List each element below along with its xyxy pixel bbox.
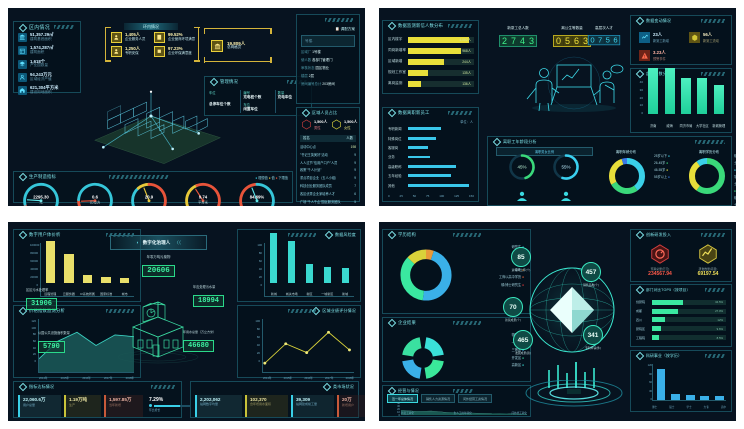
svg-text:20.9: 20.9: [145, 195, 154, 200]
svg-text:平方米: 平方米: [198, 200, 208, 205]
svg-text:9.74: 9.74: [199, 195, 208, 200]
svg-text:84.69%: 84.69%: [250, 195, 265, 200]
svg-text:元/立方: 元/立方: [90, 200, 101, 205]
svg-text:元: 元: [39, 201, 43, 205]
svg-text:0.6: 0.6: [92, 195, 99, 200]
svg-text:55%: 55%: [562, 164, 571, 169]
svg-text:2295.30: 2295.30: [33, 195, 49, 200]
svg-text:45%: 45%: [518, 164, 527, 169]
